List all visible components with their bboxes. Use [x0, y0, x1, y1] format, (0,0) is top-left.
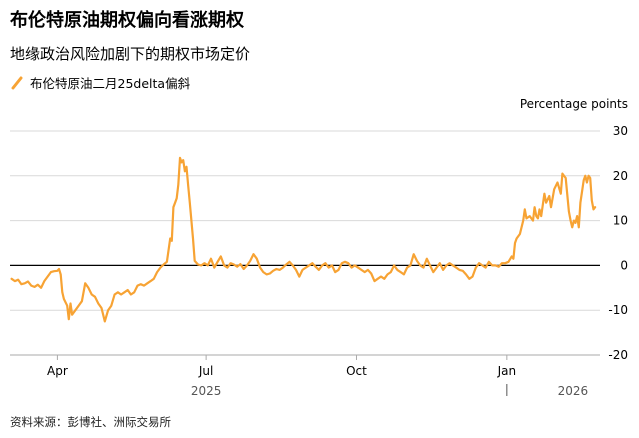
year-label: 2026 — [558, 384, 589, 398]
series-line-0 — [10, 156, 597, 323]
chart-title: 布伦特原油期权偏向看涨期权 — [10, 10, 244, 31]
x-tick-label: Oct — [346, 364, 367, 378]
y-unit-label: Percentage points — [520, 97, 628, 111]
y-tick-label: -10 — [608, 303, 628, 317]
x-tick-label: Jul — [198, 364, 213, 378]
y-tick-label: 10 — [613, 214, 628, 228]
year-label: 2025 — [191, 384, 222, 398]
y-tick-label: 30 — [613, 124, 628, 138]
chart-subtitle: 地缘政治风险加剧下的期权市场定价 — [10, 45, 251, 63]
source-note: 资料来源：彭博社、洲际交易所 — [10, 415, 171, 429]
tick-labels: 30 20 10 0 -10 -20 Percentage points Apr Jul Oct J… — [47, 97, 628, 398]
y-tick-label: -20 — [608, 348, 628, 362]
y-tick-label: 0 — [620, 258, 628, 272]
y-tick-label: 20 — [613, 169, 628, 183]
gridlines — [10, 130, 600, 356]
legend: 布伦特原油二月25delta偏斜 — [10, 73, 190, 92]
legend-label: 布伦特原油二月25delta偏斜 — [30, 76, 191, 91]
x-tick-label: Apr — [47, 364, 68, 378]
series-layer — [10, 156, 597, 323]
x-tick-label: Jan — [497, 364, 517, 378]
legend-swatch-icon — [11, 76, 23, 89]
axes — [10, 264, 600, 396]
